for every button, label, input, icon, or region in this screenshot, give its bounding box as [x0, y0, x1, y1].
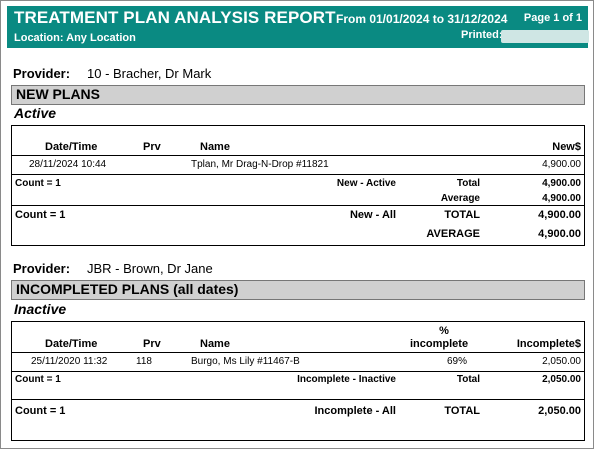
report-header: TREATMENT PLAN ANALYSIS REPORT From 01/0… [7, 6, 589, 48]
row-prv: 118 [136, 356, 152, 367]
row-name: Tplan, Mr Drag-N-Drop #11821 [191, 159, 329, 170]
grand-group: New - All [349, 209, 396, 221]
section-title: INCOMPLETED PLANS (all dates) [16, 281, 239, 297]
subtotal-divider [12, 399, 584, 400]
grand-average-label: AVERAGE [426, 228, 480, 240]
subtotal-total-label: Total [456, 374, 480, 385]
row-name: Burgo, Ms Lily #11467-B [191, 356, 300, 367]
report-title: TREATMENT PLAN ANALYSIS REPORT [14, 8, 336, 27]
status-heading: Inactive [14, 301, 67, 317]
status-heading: Active [14, 105, 57, 121]
col-header-prv: Prv [143, 141, 161, 153]
incompleted-plans-table: Date/Time Prv Name % incomplete Incomple… [11, 321, 585, 441]
row-divider [12, 174, 584, 175]
printed-value-redacted [501, 30, 589, 43]
row-amount: 2,050.00 [542, 356, 581, 367]
subtotal-divider [12, 205, 584, 206]
grand-count: Count = 1 [15, 209, 66, 221]
date-range: From 01/01/2024 to 31/12/2024 [336, 12, 508, 26]
provider-label: Provider: [13, 66, 71, 81]
printed-label: Printed: [461, 29, 503, 41]
section-bar-incompleted-plans: INCOMPLETED PLANS (all dates) [11, 280, 585, 300]
provider-value: 10 - Bracher, Dr Mark [87, 66, 212, 81]
section-title: NEW PLANS [16, 86, 100, 102]
grand-total: 4,900.00 [538, 209, 581, 221]
col-header-pct-top: % [439, 325, 449, 337]
subtotal-group: New - Active [336, 178, 396, 189]
header-divider [12, 155, 584, 156]
header-divider [12, 352, 584, 353]
col-header-date: Date/Time [45, 141, 98, 153]
row-divider [12, 371, 584, 372]
row-date: 25/11/2020 11:32 [31, 356, 108, 367]
col-header-name: Name [200, 338, 230, 350]
col-header-name: Name [200, 141, 230, 153]
row-amount: 4,900.00 [542, 159, 581, 170]
row-pct: 69% [447, 356, 468, 367]
subtotal-average: 4,900.00 [542, 193, 581, 204]
grand-average: 4,900.00 [538, 228, 581, 240]
col-header-prv: Prv [143, 338, 161, 350]
subtotal-count: Count = 1 [15, 178, 61, 189]
provider-value: JBR - Brown, Dr Jane [87, 261, 213, 276]
location-label: Location: Any Location [14, 32, 136, 44]
grand-total: 2,050.00 [538, 405, 581, 417]
subtotal-group: Incomplete - Inactive [297, 374, 396, 385]
col-header-amount: New$ [552, 141, 581, 153]
new-plans-table: Date/Time Prv Name New$ 28/11/2024 10:44… [11, 125, 585, 246]
subtotal-total: 2,050.00 [542, 374, 581, 385]
grand-group: Incomplete - All [314, 405, 397, 417]
grand-total-label: TOTAL [444, 405, 480, 417]
col-header-date: Date/Time [45, 338, 98, 350]
page-number: Page 1 of 1 [523, 12, 582, 24]
grand-total-label: TOTAL [444, 209, 480, 221]
col-header-pct-bottom: incomplete [410, 338, 469, 350]
grand-count: Count = 1 [15, 405, 66, 417]
row-date: 28/11/2024 10:44 [29, 159, 107, 170]
subtotal-average-label: Average [440, 193, 480, 204]
subtotal-total: 4,900.00 [542, 178, 581, 189]
provider-label: Provider: [13, 261, 71, 276]
subtotal-total-label: Total [456, 178, 480, 189]
col-header-amount: Incomplete$ [516, 338, 581, 350]
subtotal-count: Count = 1 [15, 374, 61, 385]
section-bar-new-plans: NEW PLANS [11, 85, 585, 105]
